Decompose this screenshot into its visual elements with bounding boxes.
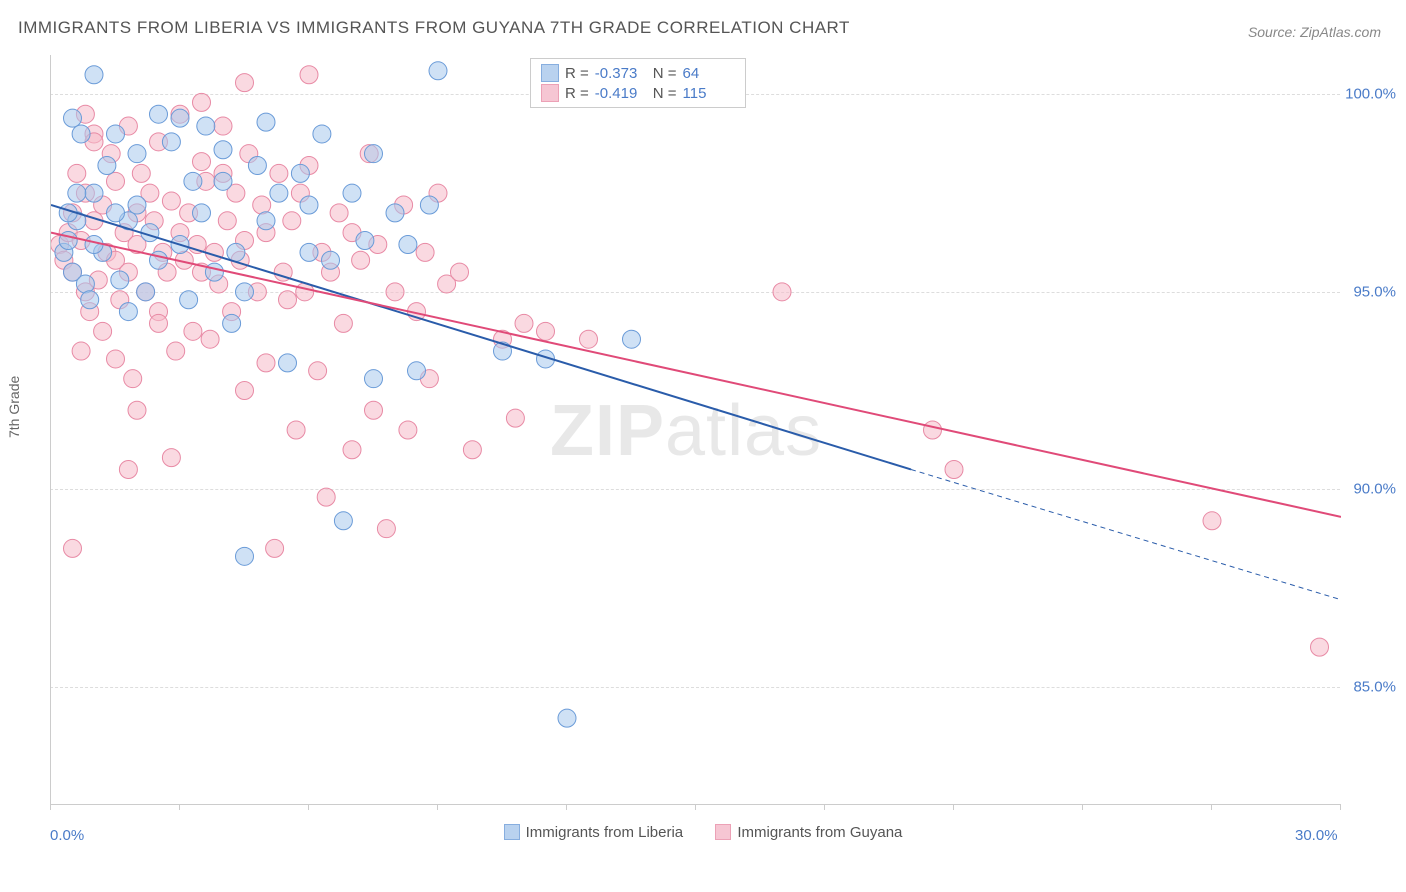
y-tick-label: 95.0% bbox=[1353, 283, 1396, 300]
legend-n-label: N = bbox=[653, 85, 677, 102]
scatter-svg bbox=[51, 55, 1341, 805]
series-name-guyana: Immigrants from Guyana bbox=[737, 824, 902, 841]
x-tick bbox=[824, 804, 825, 810]
series-legend-liberia: Immigrants from Liberia bbox=[504, 824, 684, 841]
legend-r-value-guyana: -0.419 bbox=[595, 85, 647, 102]
x-tick bbox=[1082, 804, 1083, 810]
x-tick bbox=[50, 804, 51, 810]
series-legend: Immigrants from Liberia Immigrants from … bbox=[0, 824, 1406, 845]
y-tick-label: 85.0% bbox=[1353, 678, 1396, 695]
x-tick bbox=[566, 804, 567, 810]
legend-r-value-liberia: -0.373 bbox=[595, 65, 647, 82]
legend-r-label: R = bbox=[565, 85, 589, 102]
correlation-legend: R = -0.373 N = 64 R = -0.419 N = 115 bbox=[530, 58, 746, 108]
legend-n-label: N = bbox=[653, 65, 677, 82]
x-tick bbox=[953, 804, 954, 810]
x-tick bbox=[179, 804, 180, 810]
legend-n-value-guyana: 115 bbox=[683, 85, 735, 102]
correlation-chart: IMMIGRANTS FROM LIBERIA VS IMMIGRANTS FR… bbox=[0, 0, 1406, 892]
legend-r-label: R = bbox=[565, 65, 589, 82]
y-axis-label: 7th Grade bbox=[6, 376, 22, 438]
x-tick bbox=[1211, 804, 1212, 810]
legend-swatch-blue-icon bbox=[504, 824, 520, 840]
legend-swatch-pink bbox=[541, 84, 559, 102]
series-name-liberia: Immigrants from Liberia bbox=[526, 824, 684, 841]
legend-swatch-blue bbox=[541, 64, 559, 82]
legend-row-guyana: R = -0.419 N = 115 bbox=[541, 83, 735, 103]
x-tick bbox=[308, 804, 309, 810]
chart-source: Source: ZipAtlas.com bbox=[1248, 24, 1381, 40]
y-tick-label: 90.0% bbox=[1353, 481, 1396, 498]
plot-area bbox=[50, 55, 1340, 805]
chart-title: IMMIGRANTS FROM LIBERIA VS IMMIGRANTS FR… bbox=[18, 18, 850, 38]
legend-row-liberia: R = -0.373 N = 64 bbox=[541, 63, 735, 83]
legend-n-value-liberia: 64 bbox=[683, 65, 735, 82]
legend-swatch-pink-icon bbox=[715, 824, 731, 840]
x-tick bbox=[695, 804, 696, 810]
x-tick bbox=[437, 804, 438, 810]
x-tick bbox=[1340, 804, 1341, 810]
series-legend-guyana: Immigrants from Guyana bbox=[715, 824, 902, 841]
y-tick-label: 100.0% bbox=[1345, 86, 1396, 103]
